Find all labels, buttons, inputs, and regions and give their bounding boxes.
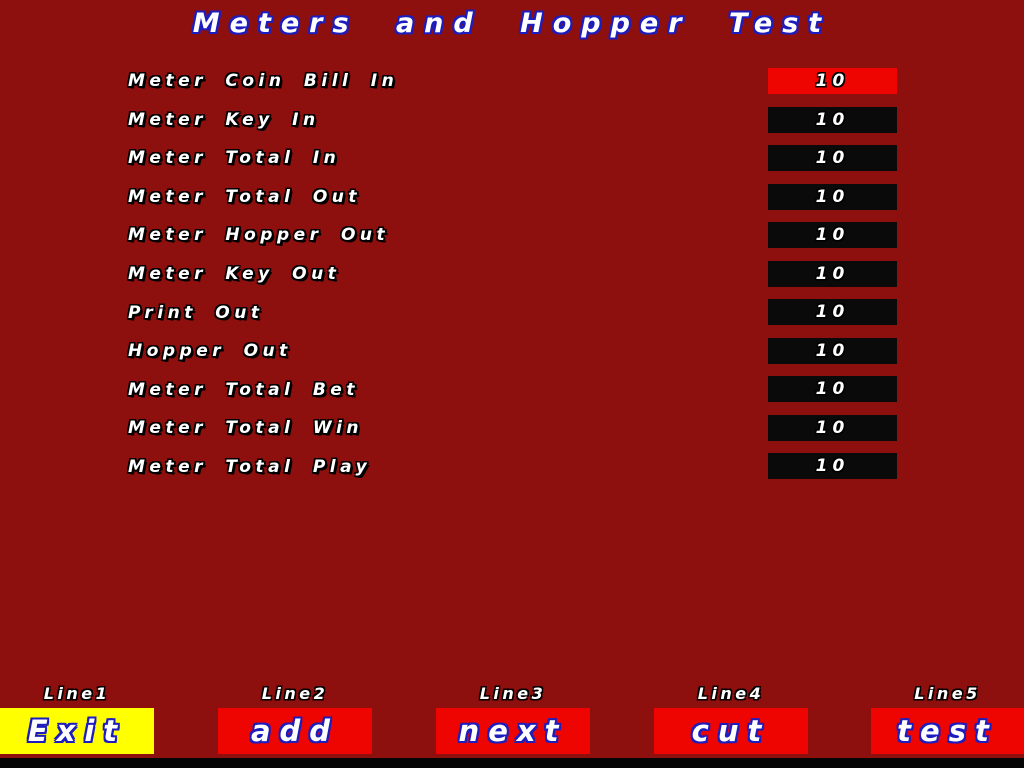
meter-value-box: 10	[768, 299, 897, 326]
meter-row: Meter Total Play 10	[0, 447, 1024, 486]
line-label: Line3	[479, 684, 547, 703]
meter-row: Meter Key In 10	[0, 101, 1024, 140]
line-label: Line5	[914, 684, 981, 703]
meter-row: Print Out 10	[0, 293, 1024, 332]
footer-button-column: Line4 cut	[654, 684, 808, 754]
meter-row: Meter Hopper Out 10	[0, 216, 1024, 255]
meter-row: Meter Coin Bill In 10	[0, 62, 1024, 101]
footer-button-column: Line5 test	[871, 684, 1024, 754]
meter-row: Meter Total Bet 10	[0, 370, 1024, 409]
next-button[interactable]: next	[436, 708, 590, 754]
meter-row: Meter Total In 10	[0, 139, 1024, 178]
meter-value-box: 10	[768, 414, 897, 441]
line-label: Line4	[697, 684, 765, 703]
footer-button-column: Line1 Exit	[0, 684, 154, 754]
meter-label: Hopper Out	[128, 341, 292, 362]
meter-label: Meter Total Play	[128, 456, 372, 477]
meter-row: Meter Key Out 10	[0, 255, 1024, 294]
meter-value-box: 10	[768, 337, 897, 364]
meter-label: Meter Total Bet	[128, 379, 359, 400]
add-button[interactable]: add	[218, 708, 372, 754]
meter-label: Meter Key Out	[128, 264, 341, 284]
meter-value-box: 10	[768, 260, 897, 287]
meter-value-box: 10	[768, 376, 897, 403]
test-button[interactable]: test	[871, 708, 1024, 754]
meter-label: Meter Total Win	[128, 418, 364, 439]
meter-value-box: 10	[768, 183, 897, 210]
meter-list: Meter Coin Bill In 10 Meter Key In 10 Meter …	[0, 62, 1024, 486]
meter-label: Meter Coin Bill In	[128, 71, 399, 92]
meter-value-box: 10	[768, 106, 897, 133]
meter-label: Meter Key In	[128, 109, 320, 130]
footer-button-column: Line2 add	[218, 684, 372, 754]
meter-value-box: 10	[768, 145, 897, 172]
meter-label: Print Out	[128, 302, 264, 323]
meter-row: Meter Total Out 10	[0, 178, 1024, 217]
page-title: Meters and Hopper Test	[192, 8, 832, 39]
exit-button[interactable]: Exit	[0, 708, 154, 754]
footer-button-bar: Line1 Exit Line2 add Line3 next Line4 cut Line5 t…	[0, 684, 1024, 758]
meter-row: Hopper Out 10	[0, 332, 1024, 371]
cut-button[interactable]: cut	[654, 708, 808, 754]
meter-label: Meter Hopper Out	[128, 225, 390, 246]
meter-row: Meter Total Win 10	[0, 409, 1024, 448]
meter-value-box: 10	[768, 68, 897, 94]
footer-button-column: Line3 next	[436, 684, 590, 754]
meter-value-box: 10	[768, 222, 897, 249]
line-label: Line1	[43, 684, 111, 703]
meter-label: Meter Total Out	[128, 186, 362, 207]
meter-label: Meter Total In	[128, 148, 341, 169]
line-label: Line2	[261, 684, 329, 703]
meter-value-box: 10	[768, 453, 897, 480]
bottom-bar	[0, 758, 1024, 768]
